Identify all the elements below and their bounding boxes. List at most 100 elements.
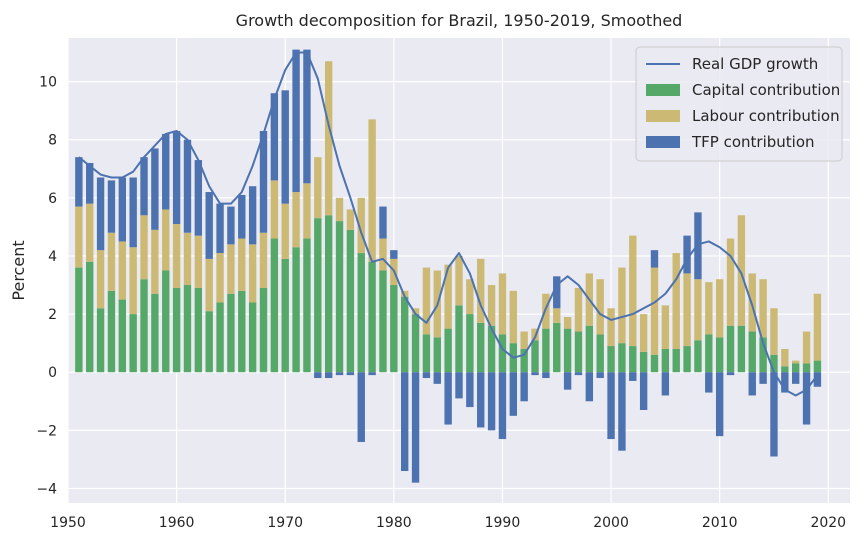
bar-tfp-1956	[129, 177, 137, 248]
bar-tfp-1990	[498, 372, 507, 440]
bar-labour-1997	[574, 287, 583, 332]
bar-capital-1973	[314, 218, 322, 373]
bar-capital-1990	[498, 334, 507, 373]
bar-tfp-2014	[759, 372, 767, 384]
y-tick-label: −4	[36, 481, 57, 497]
bar-capital-1972	[303, 238, 311, 373]
bar-labour-2010	[715, 279, 724, 338]
bar-capital-1956	[129, 314, 137, 373]
bar-labour-2003	[639, 314, 648, 352]
bar-labour-2006	[672, 253, 680, 349]
bar-labour-1957	[140, 215, 148, 280]
bar-tfp-1989	[487, 372, 496, 431]
bar-labour-1982	[411, 308, 420, 315]
bar-tfp-2017	[792, 372, 800, 384]
bar-capital-1982	[411, 314, 420, 373]
bar-tfp-1994	[542, 372, 550, 379]
bar-capital-1983	[422, 334, 431, 373]
bar-labour-2014	[759, 279, 767, 338]
bar-tfp-1974	[324, 372, 333, 379]
bar-tfp-1985	[444, 372, 452, 425]
bar-labour-2018	[802, 331, 811, 364]
bar-tfp-1987	[466, 372, 474, 408]
bar-labour-2001	[618, 267, 626, 344]
legend-label-tfp-contribution: TFP contribution	[691, 133, 815, 151]
bar-capital-1964	[216, 302, 224, 373]
bar-capital-2003	[639, 351, 648, 373]
bar-capital-2017	[792, 363, 800, 373]
bar-labour-1993	[531, 328, 539, 341]
bar-capital-1998	[585, 325, 594, 373]
legend-box	[635, 46, 843, 162]
bar-capital-1966	[238, 290, 246, 373]
bar-tfp-1984	[433, 372, 441, 384]
bar-labour-1999	[596, 279, 604, 335]
bar-tfp-2015	[770, 372, 778, 457]
bar-labour-2005	[661, 305, 670, 349]
bar-capital-1986	[455, 305, 463, 373]
bar-labour-2011	[726, 238, 735, 326]
bar-labour-2009	[705, 282, 713, 335]
bar-capital-1992	[520, 348, 528, 373]
bar-labour-2008	[694, 279, 702, 341]
bar-labour-1967	[248, 244, 257, 303]
chart-title: Growth decomposition for Brazil, 1950-20…	[236, 11, 683, 30]
bar-tfp-1997	[574, 372, 583, 376]
bar-labour-1975	[335, 197, 344, 222]
bar-capital-2016	[781, 366, 789, 373]
bar-labour-1959	[162, 209, 170, 271]
bar-tfp-2019	[813, 372, 822, 387]
bar-labour-2012	[737, 215, 746, 326]
x-tick-label: 1950	[50, 515, 86, 531]
bar-labour-1958	[151, 229, 159, 294]
bar-tfp-1961	[183, 139, 192, 233]
bar-capital-2013	[748, 331, 756, 373]
bar-tfp-1981	[401, 372, 409, 472]
bar-capital-1984	[433, 337, 441, 373]
bar-capital-1994	[542, 328, 550, 373]
bar-labour-1962	[194, 235, 203, 288]
bar-tfp-2013	[748, 372, 756, 396]
bar-tfp-1988	[477, 372, 485, 428]
x-tick-label: 1990	[485, 515, 521, 531]
bar-capital-1995	[553, 322, 561, 373]
bars	[75, 49, 822, 483]
bar-tfp-2010	[715, 372, 724, 437]
bar-tfp-1972	[303, 49, 311, 184]
bar-tfp-1993	[531, 372, 539, 376]
bar-tfp-2016	[781, 372, 789, 393]
bar-labour-1972	[303, 183, 311, 239]
y-tick-label: 10	[39, 75, 57, 91]
bar-labour-2017	[792, 360, 800, 364]
bar-labour-1991	[509, 290, 517, 344]
bar-labour-1974	[324, 61, 333, 216]
bar-capital-2010	[715, 337, 724, 373]
bar-labour-1977	[357, 197, 365, 254]
x-tick-label: 2020	[810, 515, 846, 531]
bar-capital-1970	[281, 258, 289, 373]
bar-tfp-2001	[618, 372, 626, 451]
bar-capital-1953	[96, 308, 105, 373]
bar-capital-1993	[531, 340, 539, 373]
bar-labour-1953	[96, 250, 105, 309]
bar-labour-1970	[281, 203, 289, 259]
bar-capital-1961	[183, 285, 192, 373]
bar-labour-1988	[477, 258, 485, 323]
bar-labour-1966	[238, 238, 246, 291]
bar-capital-1988	[477, 322, 485, 373]
bar-capital-1987	[466, 314, 474, 373]
bar-tfp-1980	[390, 250, 398, 259]
bar-tfp-1964	[216, 203, 224, 254]
bar-tfp-1986	[455, 372, 463, 399]
bar-labour-2019	[813, 293, 822, 361]
bar-capital-1958	[151, 293, 159, 373]
tick-labels: 1950 1960 1970 1980 1990 2000 2010 2020 −4 −2 0 2 4 6…	[36, 75, 846, 531]
bar-tfp-1968	[259, 131, 268, 233]
bar-capital-1963	[205, 311, 213, 373]
bar-capital-1978	[368, 261, 376, 373]
y-tick-label: 0	[48, 365, 57, 381]
bar-labour-1963	[205, 258, 213, 312]
bar-capital-2005	[661, 348, 670, 373]
legend-label-real-gdp-growth: Real GDP growth	[692, 55, 818, 73]
